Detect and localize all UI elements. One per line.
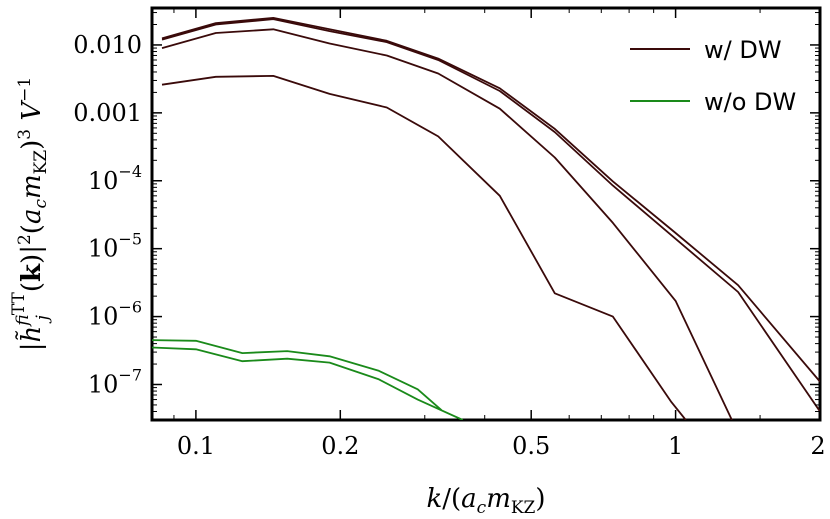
x-tick-label-4: 1 [668,432,683,460]
x-axis-label: k/(acmKZ) [426,484,545,518]
x-tick-label-2: 0.2 [321,432,359,460]
series-line-6 [152,346,464,420]
x-axis-ticks: 0.1 0.2 0.5 1 2 [173,8,826,460]
series-line-2 [161,18,820,413]
series-line-4 [161,75,687,420]
y-tick-label-4: 10−5 [88,230,142,263]
y-axis-ticks: 0.010 0.001 10−4 10−5 10−6 10−7 [73,12,820,421]
x-tick-label-3: 0.5 [512,432,550,460]
series-line-3 [161,28,733,420]
x-tick-label-5: 2 [810,432,825,460]
legend: w/ DW w/o DW [630,36,796,116]
legend-label-wo-dw: w/o DW [704,88,796,116]
series-layer [152,16,820,420]
y-axis-label: |h̃fijTT(k)|2(acmKZ)3 V−1 [9,77,53,352]
legend-label-w-dw: w/ DW [704,36,782,64]
series-line-5 [152,339,442,411]
y-tick-label-3: 10−4 [88,162,142,195]
plot-frame [150,6,822,422]
y-tick-label-6: 10−7 [88,365,142,398]
series-line-1 [161,16,820,383]
x-tick-label-1: 0.1 [177,432,215,460]
y-tick-label-1: 0.010 [73,31,142,59]
y-tick-label-5: 10−6 [88,298,142,331]
y-tick-label-2: 0.001 [73,99,142,127]
